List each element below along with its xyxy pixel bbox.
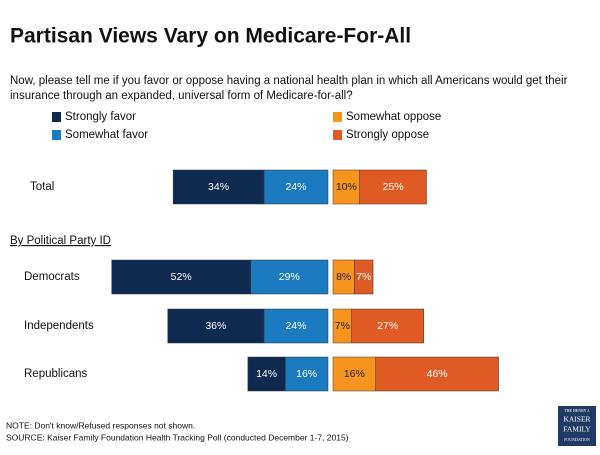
data-label: 24%	[285, 181, 306, 193]
data-label: 7%	[335, 320, 350, 332]
category-label: Republicans	[24, 368, 88, 380]
data-label: 10%	[336, 181, 357, 193]
legend-label: Strongly oppose	[346, 129, 429, 141]
category-label: Democrats	[24, 271, 80, 283]
chart-title: Partisan Views Vary on Medicare-For-All	[10, 25, 411, 48]
bar-segment	[351, 308, 425, 344]
bar-segment	[247, 356, 286, 392]
logo-box	[558, 406, 596, 446]
logo-text: KAISER	[563, 415, 590, 424]
note: NOTE: Don't know/Refused responses not s…	[6, 420, 195, 430]
data-label: 27%	[377, 320, 398, 332]
legend-swatch	[333, 112, 342, 122]
bar-segment	[332, 356, 376, 392]
source: SOURCE: Kaiser Family Foundation Health …	[6, 432, 349, 442]
data-label: 8%	[336, 271, 351, 283]
bar-segment	[167, 308, 265, 344]
legend-label: Strongly favor	[65, 111, 136, 123]
data-label: 14%	[256, 368, 277, 380]
legend-label: Somewhat oppose	[346, 111, 441, 123]
data-label: 34%	[208, 181, 229, 193]
bar-segment	[263, 169, 329, 205]
bar-segment	[375, 356, 499, 392]
bar-segment	[285, 356, 329, 392]
data-label: 36%	[205, 320, 226, 332]
category-label: Independents	[24, 320, 94, 332]
category-label: Total	[30, 181, 54, 193]
logo-text: FAMILY	[563, 425, 591, 434]
chart-subtitle: Now, please tell me if you favor or oppo…	[10, 75, 568, 102]
legend-swatch	[52, 130, 61, 140]
bar-segment	[354, 259, 374, 295]
bar-segment	[332, 169, 360, 205]
bar-segment	[263, 308, 329, 344]
legend-swatch	[52, 112, 61, 122]
legend-label: Somewhat favor	[65, 129, 148, 141]
bar-segment	[359, 169, 427, 205]
legend-swatch	[333, 130, 342, 140]
data-label: 16%	[344, 368, 365, 380]
data-label: 24%	[285, 320, 306, 332]
group-label: By Political Party ID	[10, 235, 111, 247]
bar-segment	[250, 259, 329, 295]
data-label: 46%	[427, 368, 448, 380]
data-label: 16%	[296, 368, 317, 380]
bar-segment	[172, 169, 265, 205]
data-label: 29%	[279, 271, 300, 283]
data-label: 25%	[383, 181, 404, 193]
logo-text: FOUNDATION	[564, 437, 590, 442]
bar-segment	[111, 259, 251, 295]
data-label: 52%	[171, 271, 192, 283]
subtitle-box: Now, please tell me if you favor or oppo…	[10, 75, 568, 102]
data-label: 7%	[356, 271, 371, 283]
logo-text: THE HENRY J.	[564, 408, 590, 413]
